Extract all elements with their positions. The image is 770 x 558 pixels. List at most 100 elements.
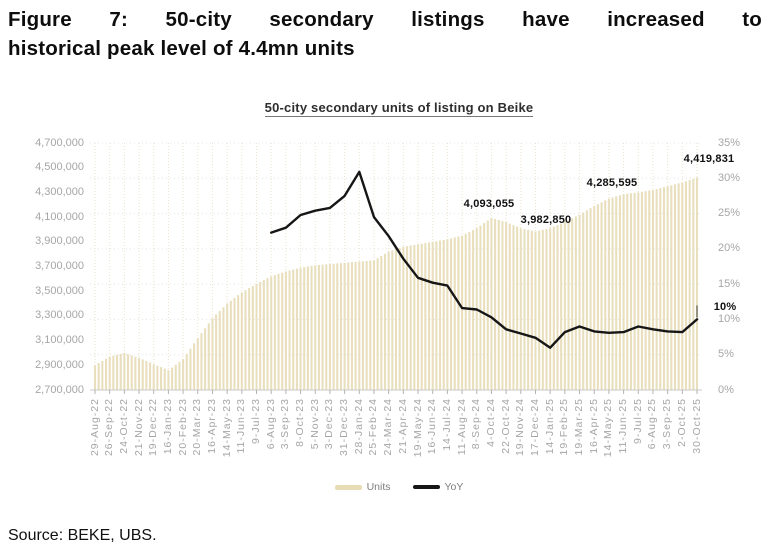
- units-bar: [288, 270, 291, 390]
- units-bar: [270, 276, 273, 390]
- x-axis-label: 4-Oct-24: [484, 398, 497, 447]
- left-axis-label: 4,700,000: [35, 136, 84, 149]
- units-bar: [152, 364, 155, 390]
- x-axis-label: 16-Jan-23: [161, 398, 174, 455]
- units-bar: [450, 238, 453, 390]
- units-bar: [629, 193, 632, 390]
- units-bar: [501, 221, 504, 390]
- units-bar: [505, 222, 508, 390]
- units-bar: [229, 300, 232, 390]
- units-bar: [497, 219, 500, 390]
- left-axis-label: 4,100,000: [35, 210, 84, 223]
- units-bar: [607, 198, 610, 390]
- x-axis-label: 6-Aug-25: [646, 398, 659, 450]
- units-bar: [101, 360, 104, 390]
- units-bar: [97, 363, 100, 390]
- x-axis-label: 20-Mar-23: [191, 398, 204, 456]
- x-axis-label: 22-Oct-24: [499, 398, 512, 454]
- units-bar: [277, 273, 280, 390]
- units-bar: [695, 177, 699, 390]
- units-bar: [119, 353, 122, 390]
- data-label: 4,285,595: [586, 177, 638, 189]
- units-bar: [339, 263, 342, 390]
- units-bar: [149, 362, 152, 390]
- units-bar: [427, 242, 431, 390]
- yoy-line-swatch-icon: [412, 485, 440, 489]
- left-axis-label: 4,300,000: [35, 185, 84, 198]
- right-axis-label: 20%: [718, 242, 741, 255]
- units-bar: [688, 180, 691, 390]
- units-bar: [490, 217, 493, 390]
- legend-label: YoY: [444, 481, 464, 493]
- units-bar: [218, 310, 221, 390]
- units-bar: [115, 354, 119, 390]
- right-axis-label: 35%: [718, 136, 741, 149]
- units-bar: [314, 265, 317, 390]
- x-axis-label: 3-Sep-23: [279, 398, 292, 450]
- units-bar: [295, 268, 298, 390]
- x-axis-label: 24-Oct-22: [117, 398, 130, 454]
- units-bar: [365, 260, 368, 390]
- units-bar: [189, 348, 192, 390]
- x-axis-label: 16-Apr-23: [205, 398, 218, 454]
- units-bar: [328, 264, 331, 390]
- right-axis-label: 25%: [718, 207, 741, 220]
- units-bar: [255, 283, 258, 390]
- units-bar: [457, 236, 460, 390]
- units-bar: [618, 195, 621, 390]
- units-bar: [464, 233, 467, 390]
- units-bar: [582, 212, 585, 390]
- x-axis-label: 26-Sep-22: [103, 398, 116, 457]
- units-bar: [673, 184, 677, 390]
- units-bar: [549, 228, 552, 390]
- units-bar: [644, 191, 647, 390]
- units-bar: [571, 218, 574, 390]
- units-bar: [372, 260, 376, 390]
- x-axis-label: 19-May-24: [411, 398, 424, 458]
- units-bar: [361, 261, 365, 390]
- units-bar: [317, 264, 320, 390]
- units-bar: [292, 269, 295, 390]
- units-bar: [527, 229, 530, 390]
- units-bar: [130, 355, 133, 390]
- units-bar: [350, 262, 354, 390]
- units-bar: [600, 202, 603, 390]
- units-bar: [552, 226, 555, 390]
- units-bar: [204, 328, 207, 390]
- data-label: 3,982,850: [520, 214, 572, 226]
- x-axis-label: 6-Aug-23: [264, 398, 277, 450]
- units-bar: [273, 275, 276, 390]
- x-axis-label: 3-Dec-23: [323, 398, 336, 450]
- plot-area: [90, 142, 702, 394]
- x-axis-label: 9-Jul-25: [631, 398, 644, 444]
- legend: Units YoY: [14, 481, 770, 493]
- units-bar: [615, 196, 618, 390]
- units-bar: [126, 354, 130, 390]
- units-bar: [321, 264, 324, 390]
- x-axis-label: 14-Jul-24: [440, 398, 453, 451]
- units-bar: [560, 223, 563, 390]
- units-bar: [677, 183, 680, 390]
- units-bar: [534, 231, 537, 390]
- units-bar: [420, 243, 423, 390]
- units-bar: [369, 260, 372, 390]
- units-bar: [435, 241, 438, 390]
- units-bar: [692, 178, 695, 390]
- units-bar: [574, 216, 577, 390]
- chart-title: 50-city secondary units of listing on Be…: [264, 100, 534, 117]
- units-bar: [104, 358, 108, 390]
- units-bar: [134, 356, 137, 390]
- units-bar: [626, 193, 629, 390]
- units-bar: [530, 230, 533, 390]
- x-axis-label: 19-Dec-22: [147, 398, 160, 457]
- units-bar: [266, 278, 269, 390]
- x-axis-label: 19-Feb-25: [558, 398, 571, 456]
- units-swatch-icon: [334, 484, 362, 490]
- left-axis-label: 3,900,000: [35, 235, 84, 248]
- units-bar: [310, 265, 313, 390]
- x-axis-label: 21-Apr-24: [396, 398, 409, 454]
- left-axis-label: 3,300,000: [35, 309, 84, 322]
- units-bar: [354, 261, 357, 390]
- x-axis-label: 8-Oct-23: [294, 398, 307, 447]
- units-bar: [325, 264, 328, 390]
